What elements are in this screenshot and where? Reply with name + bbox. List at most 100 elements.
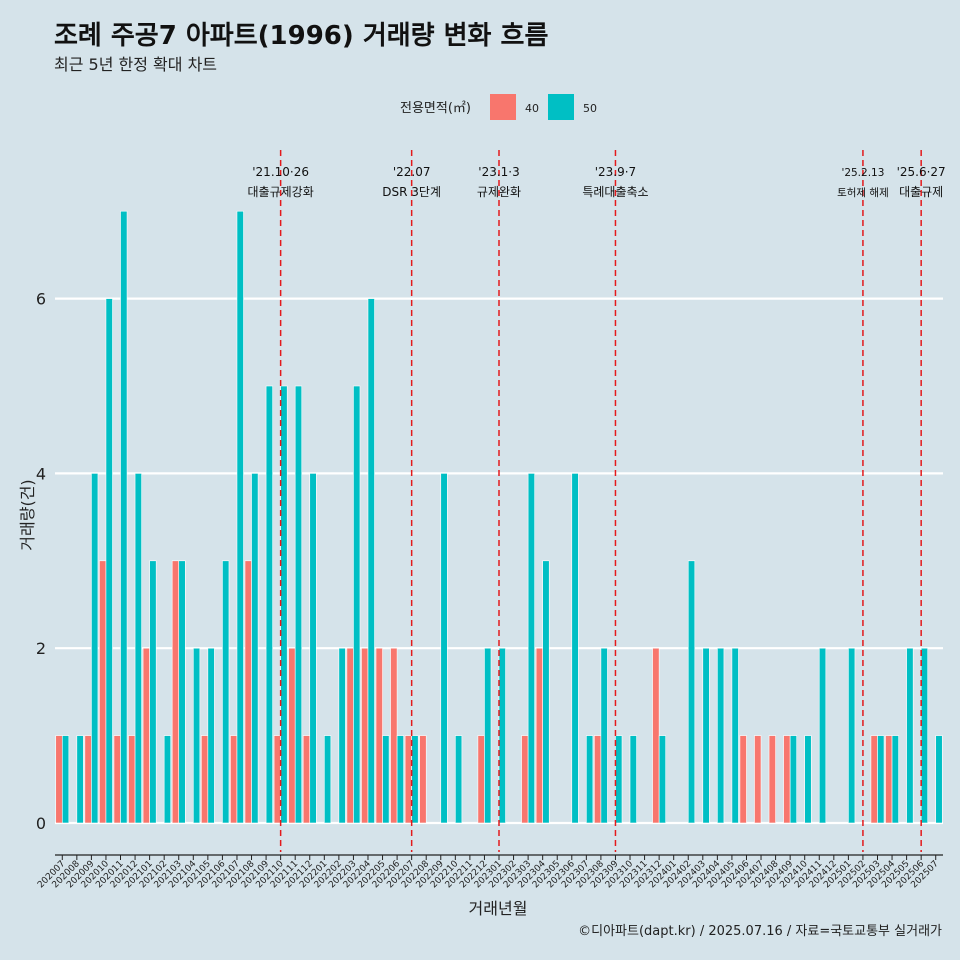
bar-40-202503 xyxy=(870,735,878,824)
bar-50-202505 xyxy=(906,647,914,824)
bar-40-202504 xyxy=(885,735,893,824)
bar-50-202209 xyxy=(440,473,448,824)
bar-50-202103 xyxy=(178,560,186,824)
x-axis-title: 거래년월 xyxy=(469,899,528,918)
bar-40-202303 xyxy=(521,735,529,824)
bar-50-202504 xyxy=(891,735,899,824)
bar-50-202105 xyxy=(207,647,215,824)
bar-50-202403 xyxy=(702,647,710,824)
chart-title: 조례 주공7 아파트(1996) 거래량 변화 흐름 xyxy=(54,21,548,51)
bar-40-202205 xyxy=(375,647,383,824)
bar-40-202110 xyxy=(273,735,281,824)
annotation-date-202309: '23.9·7 xyxy=(595,165,636,179)
bar-40-202111 xyxy=(288,647,296,824)
bar-40-202409 xyxy=(783,735,791,824)
bar-50-202210 xyxy=(455,735,463,824)
annotation-label-202207: DSR 3단계 xyxy=(382,185,441,199)
bar-50-202212 xyxy=(484,647,492,824)
bar-50-202501 xyxy=(848,647,856,824)
bar-40-202212 xyxy=(477,735,485,824)
bar-50-202402 xyxy=(687,560,696,824)
bar-50-202111 xyxy=(294,385,303,824)
annotation-label-202110: 대출규제강화 xyxy=(248,185,314,199)
bar-50-202309 xyxy=(615,735,623,824)
bar-50-202308 xyxy=(600,647,608,824)
bar-40-202207 xyxy=(404,735,412,824)
bar-50-202109 xyxy=(265,385,273,824)
bar-40-202009 xyxy=(84,735,92,824)
bar-50-202007 xyxy=(61,735,70,824)
bar-50-202304 xyxy=(542,560,550,824)
annotation-label-202506: 대출규제 xyxy=(899,185,943,199)
annotation-date-202502: '25.2.13 xyxy=(841,167,884,179)
legend-swatch-40 xyxy=(490,94,516,120)
bar-50-202201 xyxy=(324,735,332,824)
bar-50-202104 xyxy=(192,647,201,824)
bar-40-202203 xyxy=(346,647,354,824)
bar-50-202306 xyxy=(571,473,579,824)
bar-40-202101 xyxy=(142,647,150,824)
bar-40-202406 xyxy=(739,735,747,824)
bar-40-202408 xyxy=(768,735,776,824)
bar-40-202304 xyxy=(535,647,543,824)
annotation-date-202301: '23.1·3 xyxy=(478,165,519,179)
legend-label-40: 40 xyxy=(525,102,539,115)
bar-50-202107 xyxy=(236,210,244,824)
y-tick-label: 6 xyxy=(36,290,46,309)
annotation-date-202207: '22.07 xyxy=(393,165,431,179)
bar-50-202012 xyxy=(134,473,142,824)
bar-50-202310 xyxy=(629,735,637,824)
bar-40-202204 xyxy=(361,647,369,824)
legend: 전용면적(㎡) 40 50 xyxy=(400,94,597,120)
bar-50-202110 xyxy=(280,385,288,824)
bar-40-202407 xyxy=(754,735,762,824)
bar-50-202307 xyxy=(586,735,594,824)
bars xyxy=(55,210,943,824)
bar-40-202010 xyxy=(99,560,107,824)
bar-50-202312 xyxy=(658,735,666,824)
annotation-label-202309: 특례대출축소 xyxy=(582,185,648,199)
bar-50-202106 xyxy=(222,560,230,824)
bar-50-202009 xyxy=(91,473,99,824)
chart-subtitle: 최근 5년 한정 확대 차트 xyxy=(54,55,217,74)
y-tick-label: 0 xyxy=(36,814,46,833)
bar-40-202108 xyxy=(244,560,252,824)
bar-50-202410 xyxy=(804,735,812,824)
annotation-date-202506: '25.6·27 xyxy=(897,165,946,179)
bar-50-202507 xyxy=(935,735,943,824)
bar-50-202503 xyxy=(877,735,885,824)
annotations: '21.10·26 대출규제강화 '22.07 DSR 3단계 '23.1·3 규제완화 '… xyxy=(248,150,946,852)
bar-50-202010 xyxy=(105,298,113,824)
y-tick-label: 4 xyxy=(36,464,46,483)
bar-50-202207 xyxy=(411,735,419,824)
bar-40-202105 xyxy=(201,735,209,824)
annotation-date-202110: '21.10·26 xyxy=(252,165,309,179)
bar-50-202206 xyxy=(396,735,404,824)
bar-50-202301 xyxy=(498,647,506,824)
bar-40-202206 xyxy=(390,647,398,824)
bar-50-202008 xyxy=(76,735,84,824)
caption: ©디아파트(dapt.kr) / 2025.07.16 / 자료=국토교통부 실… xyxy=(578,924,942,939)
bar-50-202204 xyxy=(367,298,375,824)
bar-50-202011 xyxy=(120,210,128,824)
bar-40-202007 xyxy=(55,735,63,824)
bar-40-202208 xyxy=(419,735,427,824)
bar-50-202411 xyxy=(818,647,827,824)
bar-50-202101 xyxy=(149,560,157,824)
bar-40-202012 xyxy=(128,735,136,824)
legend-title: 전용면적(㎡) xyxy=(400,101,471,116)
bar-40-202112 xyxy=(302,735,311,824)
bar-50-202506 xyxy=(920,647,929,824)
bar-40-202103 xyxy=(171,560,180,824)
bar-50-202202 xyxy=(338,647,346,824)
annotation-label-202301: 규제완화 xyxy=(477,185,521,199)
y-tick-label: 2 xyxy=(36,639,46,658)
bar-40-202107 xyxy=(230,735,238,824)
bar-40-202312 xyxy=(652,647,660,824)
bar-50-202112 xyxy=(309,473,317,824)
y-axis: 0 2 4 6 xyxy=(36,290,46,833)
bar-50-202203 xyxy=(353,385,361,824)
y-axis-title: 거래량(건) xyxy=(18,479,37,550)
bar-50-202205 xyxy=(382,735,390,824)
